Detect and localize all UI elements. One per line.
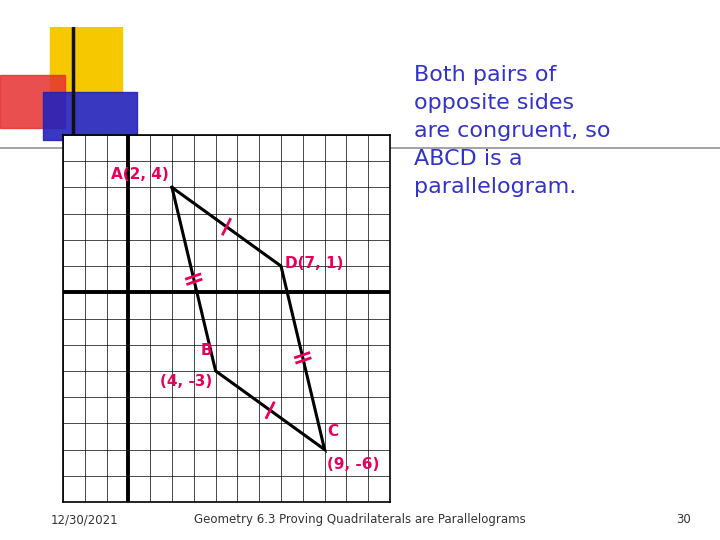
Bar xyxy=(43,92,137,140)
Text: 30: 30 xyxy=(677,513,691,526)
Text: C: C xyxy=(327,424,338,439)
Text: A(2, 4): A(2, 4) xyxy=(111,167,168,182)
Text: Geometry 6.3 Proving Quadrilaterals are Parallelograms: Geometry 6.3 Proving Quadrilaterals are … xyxy=(194,513,526,526)
Text: (9, -6): (9, -6) xyxy=(327,457,379,472)
Text: Both pairs of
opposite sides
are congruent, so
ABCD is a
parallelogram.: Both pairs of opposite sides are congrue… xyxy=(414,65,611,197)
Bar xyxy=(0,75,65,128)
Bar xyxy=(50,27,122,92)
Text: (4, -3): (4, -3) xyxy=(160,374,212,389)
Text: B: B xyxy=(201,343,212,358)
Text: D(7, 1): D(7, 1) xyxy=(285,256,343,271)
Text: 12/30/2021: 12/30/2021 xyxy=(50,513,118,526)
